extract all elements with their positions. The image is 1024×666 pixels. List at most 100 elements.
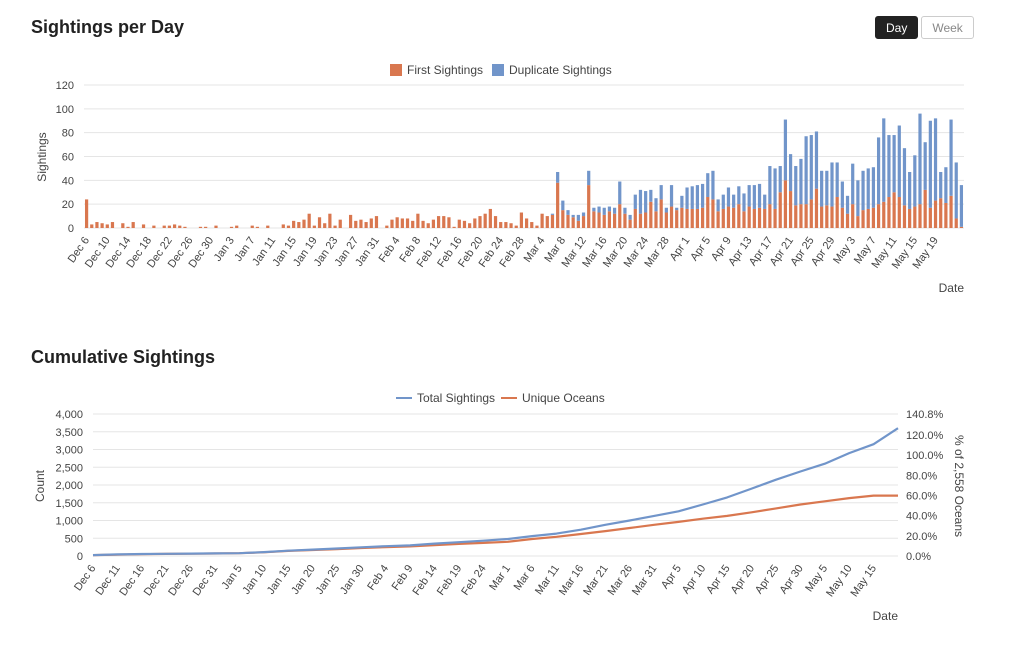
chart2-y-tick: 2,500 xyxy=(55,462,83,474)
chart2-y-tick: 3,000 xyxy=(55,445,83,457)
bar-first-sightings xyxy=(416,213,420,228)
day-button[interactable]: Day xyxy=(875,16,919,39)
chart2-y-axis-title: Count xyxy=(33,469,47,502)
bar-first-sightings xyxy=(726,206,731,228)
bar-duplicate-sightings xyxy=(939,171,943,199)
chart2-x-tick: May 5 xyxy=(803,563,830,594)
bar-first-sightings xyxy=(359,219,363,228)
bar-first-sightings xyxy=(493,216,498,228)
bar-duplicate-sightings xyxy=(721,194,725,209)
chart2-x-tick: May 15 xyxy=(849,563,880,599)
bar-first-sightings xyxy=(447,217,451,228)
bar-first-sightings xyxy=(312,225,316,228)
chart1-x-tick: Mar 4 xyxy=(522,235,548,265)
bar-duplicate-sightings xyxy=(876,137,881,205)
chart2-y-tick: 1,500 xyxy=(55,498,83,510)
bar-first-sightings xyxy=(638,213,643,228)
bar-first-sightings xyxy=(856,216,860,228)
bar-duplicate-sightings xyxy=(556,171,560,183)
chart2-x-axis-title: Date xyxy=(873,609,899,623)
bar-first-sightings xyxy=(592,211,596,228)
bar-duplicate-sightings xyxy=(908,171,912,209)
bar-duplicate-sightings xyxy=(695,185,700,209)
bar-duplicate-sightings xyxy=(804,136,808,205)
bar-first-sightings xyxy=(131,222,135,228)
bar-first-sightings xyxy=(633,208,637,228)
chart2-x-tick: Mar 31 xyxy=(630,563,659,598)
bar-first-sightings xyxy=(317,217,322,228)
bar-first-sightings xyxy=(659,199,663,228)
bar-first-sightings xyxy=(504,222,508,228)
bar-first-sightings xyxy=(675,210,679,228)
chart2-x-tick: Jan 20 xyxy=(289,563,318,597)
bar-duplicate-sightings xyxy=(747,185,751,207)
bar-first-sightings xyxy=(773,208,777,228)
bar-first-sightings xyxy=(348,214,353,228)
chart1-y-tick: 0 xyxy=(68,223,74,235)
bar-first-sightings xyxy=(840,207,844,228)
bar-first-sightings xyxy=(198,226,203,228)
bar-first-sightings xyxy=(908,208,912,228)
bar-first-sightings xyxy=(514,225,518,228)
bar-first-sightings xyxy=(747,206,751,228)
bar-duplicate-sightings xyxy=(851,163,855,205)
bar-first-sightings xyxy=(411,220,415,228)
bar-duplicate-sightings xyxy=(809,135,813,200)
bar-first-sightings xyxy=(933,200,938,228)
chart2-x-tick: May 10 xyxy=(824,563,855,599)
bar-first-sightings xyxy=(364,222,368,228)
chart1-x-tick: Apr 5 xyxy=(688,235,713,263)
chart2-y2-tick: 100.0% xyxy=(906,450,944,462)
legend-swatch-first xyxy=(390,64,402,76)
bar-duplicate-sightings xyxy=(675,207,679,211)
bar-first-sightings xyxy=(763,208,767,228)
chart2-y2-tick: 20.0% xyxy=(906,531,937,543)
bar-duplicate-sightings xyxy=(840,181,844,208)
legend-label-total: Total Sightings xyxy=(417,391,495,405)
chart1-y-tick: 100 xyxy=(56,104,74,116)
bar-first-sightings xyxy=(302,219,306,228)
bar-first-sightings xyxy=(902,205,907,228)
bar-first-sightings xyxy=(649,201,653,228)
chart2-y-tick: 1,000 xyxy=(55,516,83,528)
bar-duplicate-sightings xyxy=(680,195,684,208)
bar-duplicate-sightings xyxy=(576,214,580,221)
bar-first-sightings xyxy=(214,225,218,228)
bar-first-sightings xyxy=(292,220,296,228)
chart2-x-tick: Jan 25 xyxy=(314,563,343,597)
bar-first-sightings xyxy=(152,225,156,228)
bar-first-sightings xyxy=(540,213,544,228)
chart2-y-tick: 500 xyxy=(65,533,83,545)
chart1-x-tick: Feb 4 xyxy=(377,235,403,265)
chart2-x-tick: Feb 9 xyxy=(390,563,416,593)
chart1-y-tick: 80 xyxy=(62,128,74,140)
bar-first-sightings xyxy=(400,218,404,228)
bar-duplicate-sightings xyxy=(607,206,612,212)
bar-first-sightings xyxy=(587,185,591,228)
bar-duplicate-sightings xyxy=(700,183,705,208)
bar-duplicate-sightings xyxy=(633,194,637,209)
bar-first-sightings xyxy=(141,224,146,228)
bar-first-sightings xyxy=(944,202,948,228)
bar-first-sightings xyxy=(737,204,741,228)
bar-duplicate-sightings xyxy=(638,189,643,214)
chart2-y2-axis-title: % of 2,558 Oceans xyxy=(952,435,966,537)
week-button[interactable]: Week xyxy=(921,16,974,39)
bar-first-sightings xyxy=(923,189,927,228)
bar-duplicate-sightings xyxy=(644,191,648,213)
bar-first-sightings xyxy=(644,212,648,228)
bar-first-sightings xyxy=(913,206,917,228)
bar-first-sightings xyxy=(426,223,430,228)
bar-first-sightings xyxy=(607,211,612,228)
chart2-x-tick: Mar 6 xyxy=(512,563,538,593)
bar-duplicate-sightings xyxy=(711,170,715,200)
bar-duplicate-sightings xyxy=(892,135,896,193)
chart2-x-tick: Apr 25 xyxy=(753,563,781,596)
bar-first-sightings xyxy=(405,218,410,228)
bar-duplicate-sightings xyxy=(685,187,689,209)
bar-first-sightings xyxy=(338,219,342,228)
bar-duplicate-sightings xyxy=(944,167,948,203)
bar-duplicate-sightings xyxy=(897,125,901,198)
bar-first-sightings xyxy=(442,216,446,228)
legend-label-first: First Sightings xyxy=(407,63,483,77)
